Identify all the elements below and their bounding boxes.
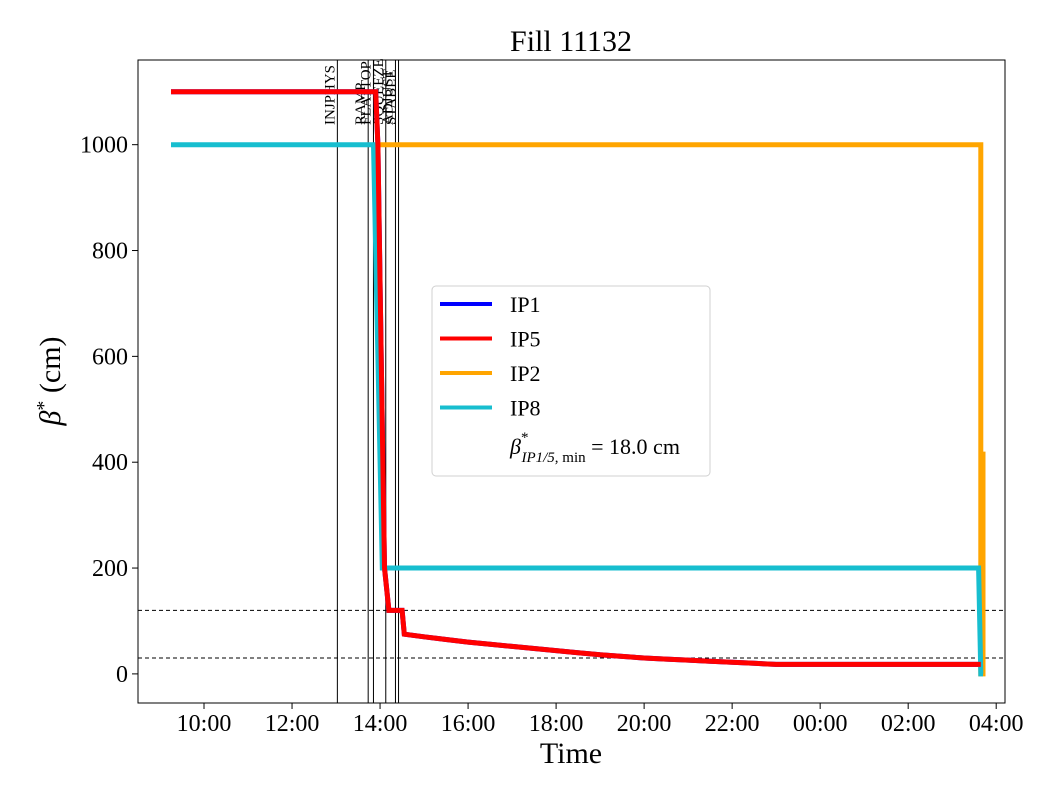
y-tick-label-1: 200 (92, 556, 128, 582)
legend-box (431, 285, 711, 477)
x-tick-label-8: 02:00 (881, 711, 936, 737)
x-tick-label-2: 14:00 (353, 711, 408, 737)
phase-label-5: STABLE (384, 70, 400, 125)
series-line-ip5 (171, 89, 981, 667)
y-tick-label-4: 800 (92, 239, 128, 265)
plot-frame (137, 59, 1006, 704)
x-tick-label-1: 12:00 (265, 711, 320, 737)
y-tick-label-0: 0 (116, 662, 128, 688)
axis-ticks: 10:00 12:00 14:00 16:00 18:00 20:00 22:00 00:00… (80, 133, 1024, 737)
x-tick-label-7: 00:00 (793, 711, 848, 737)
legend-label-ip5: IP5 (510, 327, 541, 352)
x-tick-label-6: 22:00 (705, 711, 760, 737)
legend-label-ip8: IP8 (510, 396, 541, 421)
y-tick-label-2: 400 (92, 450, 128, 476)
phase-label-4: ADJUST (380, 69, 396, 125)
y-tick-label-5: 1000 (80, 133, 128, 159)
y-axis-label: β* (cm) (33, 336, 67, 426)
y-tick-label-3: 600 (92, 344, 128, 370)
chart-title: Fill 11132 (510, 25, 632, 58)
series-line-ip8 (171, 142, 984, 677)
legend: IP1 IP5 IP2 IP8 β* IP1/5, min = 18.0 cm (431, 285, 711, 477)
phase-label-0: INJPHYS (322, 65, 338, 125)
legend-label-ip2: IP2 (510, 361, 541, 386)
x-axis-label: Time (540, 737, 602, 770)
legend-label-beta-min: β* IP1/5, min = 18.0 cm (509, 430, 680, 466)
x-tick-label-4: 18:00 (529, 711, 584, 737)
x-tick-label-9: 04:00 (969, 711, 1024, 737)
x-tick-label-3: 16:00 (441, 711, 496, 737)
legend-label-ip1: IP1 (510, 292, 541, 317)
x-tick-label-5: 20:00 (617, 711, 672, 737)
x-tick-label-0: 10:00 (177, 711, 232, 737)
